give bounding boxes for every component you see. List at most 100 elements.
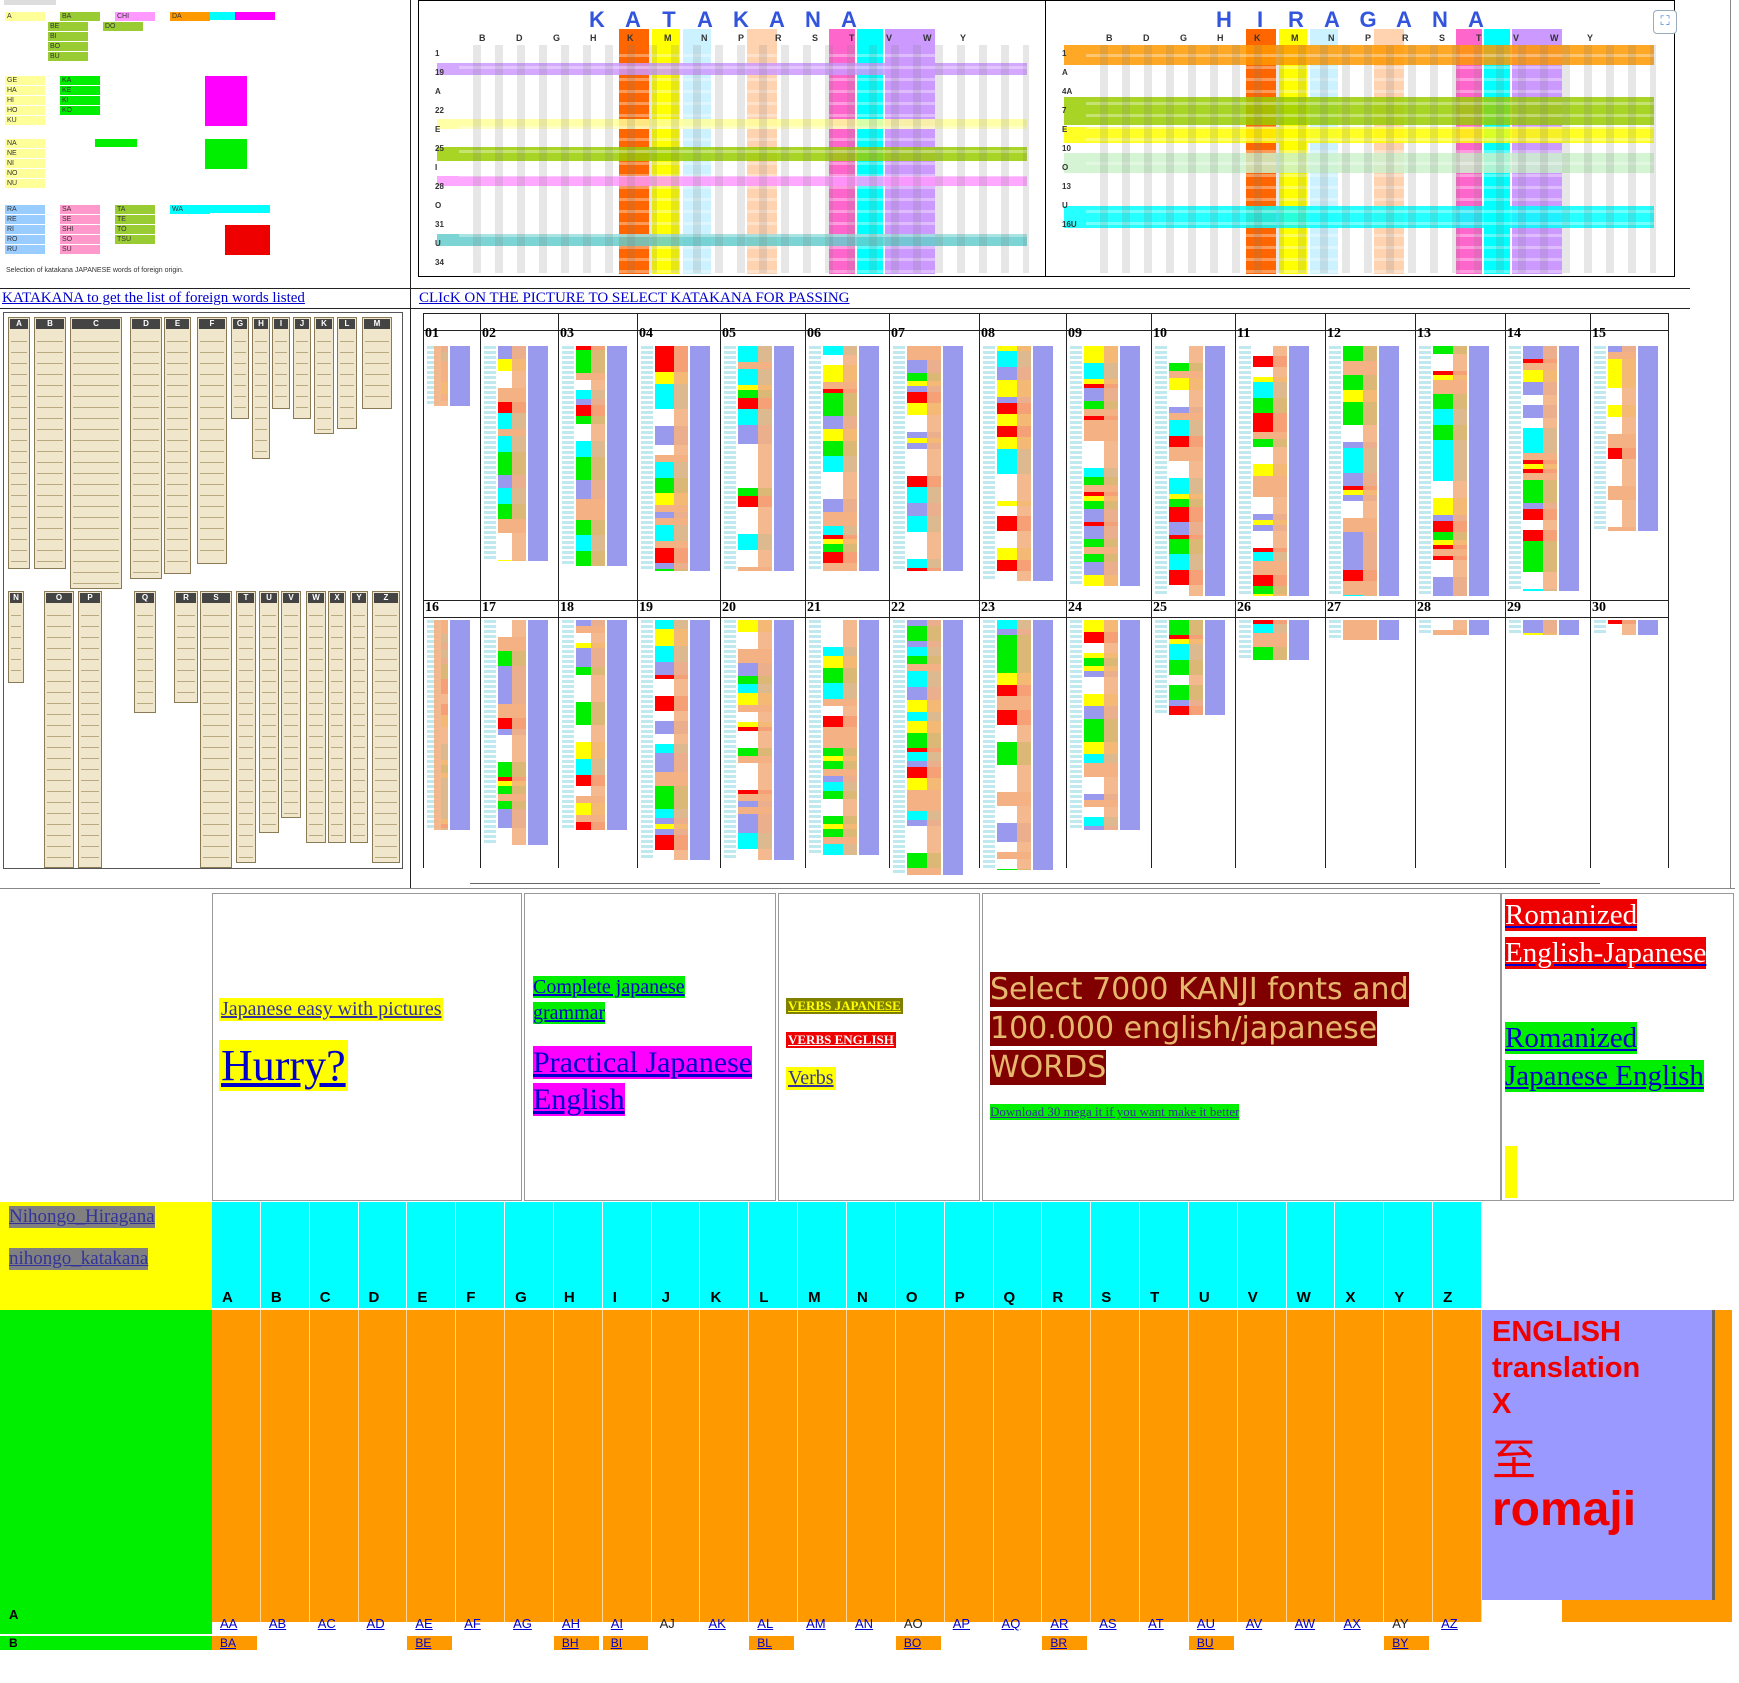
letter-column[interactable]: P — [945, 1202, 994, 1308]
kanji-column[interactable]: M — [362, 317, 392, 409]
pair-link[interactable]: AD — [366, 1616, 385, 1631]
word-list-column[interactable] — [1070, 620, 1142, 830]
kanji-column[interactable]: U — [259, 591, 279, 833]
download-link[interactable]: Download 30 mega it if you want make it … — [990, 1104, 1240, 1120]
letter-cell[interactable] — [1189, 1310, 1238, 1622]
romanized-je-link[interactable]: Romanized Japanese English — [1505, 1019, 1733, 1095]
kanji-column[interactable]: K — [314, 317, 334, 434]
word-list-column[interactable] — [484, 620, 550, 845]
letter-column[interactable]: F — [456, 1202, 506, 1308]
word-list-column[interactable] — [1509, 620, 1581, 635]
kanji-column[interactable]: X — [328, 591, 346, 843]
word-list-column[interactable] — [562, 346, 629, 566]
kanji-column[interactable]: E — [164, 317, 191, 574]
pair-link[interactable]: AQ — [1001, 1616, 1021, 1631]
word-list-column[interactable] — [427, 620, 472, 830]
kanji-column[interactable]: O — [44, 591, 74, 868]
kanji-column[interactable]: V — [281, 591, 301, 818]
kanji-column[interactable]: Q — [134, 591, 156, 713]
letter-cell[interactable] — [945, 1310, 994, 1622]
letter-cell[interactable] — [1238, 1310, 1287, 1622]
letter-column[interactable]: B — [261, 1202, 310, 1308]
letter-cell[interactable] — [1433, 1310, 1482, 1622]
letter-column[interactable]: L — [749, 1202, 799, 1308]
pair-link[interactable]: AR — [1050, 1616, 1069, 1631]
katakana-words-thumbnail[interactable]: A BA CHI DA BE DO BI BO BU GE KA HA KE HI KI HO KO KU NA NE… — [0, 0, 275, 280]
letter-cell[interactable] — [1384, 1310, 1434, 1622]
word-list-column[interactable] — [1239, 620, 1311, 660]
word-list-column[interactable] — [1155, 620, 1227, 715]
word-list-column[interactable] — [1329, 346, 1401, 596]
letter-column[interactable]: S — [1091, 1202, 1141, 1308]
pair-link[interactable]: BI — [610, 1636, 623, 1650]
pair-link[interactable]: AN — [855, 1616, 874, 1631]
kanji-column[interactable]: I — [272, 317, 290, 409]
pair-link[interactable]: AE — [415, 1616, 433, 1631]
pair-link[interactable]: AF — [464, 1616, 481, 1631]
pair-link[interactable]: AZ — [1441, 1616, 1458, 1631]
pair-link[interactable]: BY — [1392, 1636, 1409, 1650]
kanji-column[interactable]: D — [130, 317, 162, 579]
romanized-ej-link[interactable]: Romanized English-Japanese — [1505, 896, 1733, 972]
letter-cell[interactable] — [994, 1310, 1043, 1622]
letter-cell[interactable] — [798, 1310, 847, 1622]
letter-cell[interactable] — [456, 1310, 506, 1622]
word-list-column[interactable] — [809, 346, 881, 571]
letter-cell[interactable] — [212, 1310, 261, 1622]
word-list-column[interactable] — [983, 620, 1055, 870]
kanji-column[interactable]: Y — [350, 591, 368, 843]
kanji-column[interactable]: T — [236, 591, 256, 863]
letter-cell[interactable] — [261, 1310, 310, 1622]
kanji-column[interactable]: G — [231, 317, 249, 419]
word-list-column[interactable] — [1594, 346, 1660, 531]
letter-cell[interactable] — [1140, 1310, 1189, 1622]
word-list-column[interactable] — [893, 620, 965, 875]
word-list-column[interactable] — [484, 346, 550, 561]
letter-cell[interactable] — [749, 1310, 799, 1622]
pair-link[interactable]: AL — [757, 1616, 774, 1631]
pair-link[interactable]: AK — [708, 1616, 726, 1631]
pair-link[interactable]: BA — [220, 1636, 237, 1650]
letter-column[interactable]: O — [896, 1202, 945, 1308]
pair-link[interactable]: AT — [1148, 1616, 1164, 1631]
word-list-column[interactable] — [809, 620, 881, 855]
letter-cell[interactable] — [896, 1310, 945, 1622]
pair-link[interactable]: AP — [952, 1616, 971, 1631]
letter-column[interactable]: D — [359, 1202, 408, 1308]
kanji-column[interactable]: H — [252, 317, 270, 459]
pair-link[interactable]: BU — [1196, 1636, 1214, 1650]
letter-cell[interactable] — [652, 1310, 701, 1622]
verbs-japanese-link[interactable]: VERBS JAPANESE — [786, 998, 903, 1014]
word-list-column[interactable] — [562, 620, 629, 830]
pair-link[interactable]: AB — [268, 1616, 287, 1631]
kanji-column[interactable]: B — [34, 317, 66, 569]
pair-link[interactable]: BL — [757, 1636, 772, 1650]
pair-link[interactable]: AA — [220, 1616, 238, 1631]
letter-cell[interactable] — [1042, 1310, 1092, 1622]
word-list-column[interactable] — [1329, 620, 1401, 640]
pair-link[interactable]: BE — [415, 1636, 432, 1650]
kanji-column[interactable]: R — [174, 591, 198, 703]
letter-cell[interactable] — [700, 1310, 750, 1622]
letter-cell[interactable] — [407, 1310, 457, 1622]
kanji-column[interactable]: N — [8, 591, 24, 683]
letter-column[interactable]: R — [1042, 1202, 1092, 1308]
zoom-icon[interactable]: ⛶ — [1653, 10, 1677, 34]
word-list-column[interactable] — [1419, 620, 1491, 635]
pair-link[interactable]: AH — [561, 1616, 580, 1631]
pair-link[interactable]: AM — [806, 1616, 826, 1631]
english-translation-box[interactable]: ENGLISH translation X 至 romaji — [1482, 1310, 1715, 1600]
kanji-column[interactable]: Z — [372, 591, 400, 863]
click-picture-link[interactable]: CLIcK ON THE PICTURE TO SELECT KATAKANA … — [419, 290, 850, 306]
letter-column[interactable]: K — [700, 1202, 750, 1308]
easy-pictures-link[interactable]: Japanese easy with pictures — [219, 998, 444, 1021]
pair-link[interactable]: AC — [317, 1616, 336, 1631]
pair-link[interactable]: AS — [1099, 1616, 1117, 1631]
kanji-column[interactable]: W — [306, 591, 326, 843]
letter-column[interactable]: U — [1189, 1202, 1238, 1308]
letter-cell[interactable] — [1287, 1310, 1336, 1622]
word-list-column[interactable] — [1070, 346, 1142, 586]
kanji-column[interactable]: L — [337, 317, 357, 429]
letter-cell[interactable] — [1091, 1310, 1141, 1622]
